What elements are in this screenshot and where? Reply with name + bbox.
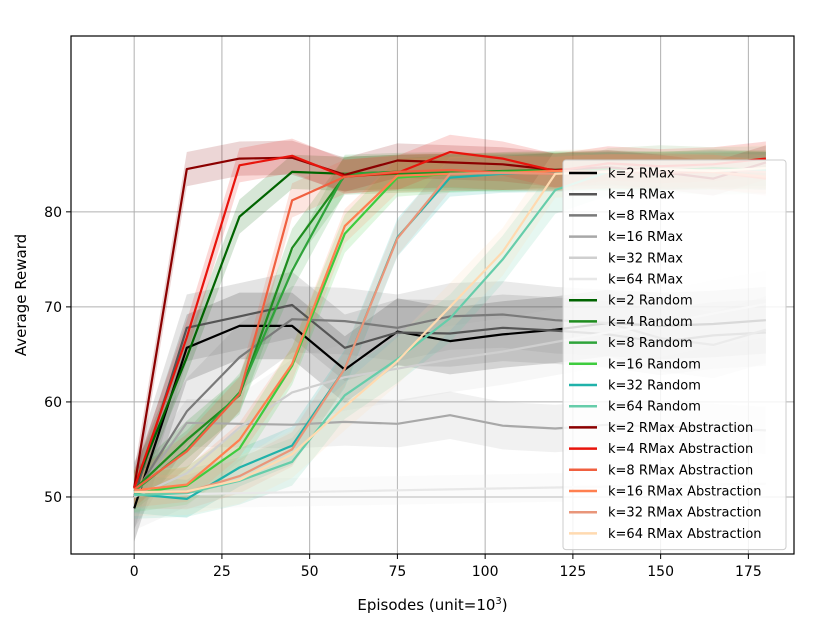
- x-tick-label: 100: [472, 564, 499, 580]
- band-k-4-random: [134, 149, 766, 509]
- legend-label: k=64 Random: [608, 400, 701, 415]
- legend-label: k=32 Random: [608, 379, 701, 394]
- legend-label: k=2 Random: [608, 294, 693, 309]
- legend: k=2 RMax k=4 RMax k=8 RMax k=16 RMax k=32 RM…: [562, 159, 787, 551]
- legend-label: k=64 RMax: [608, 273, 683, 288]
- legend-label: k=8 Random: [608, 336, 693, 351]
- legend-label: k=4 RMax: [608, 188, 675, 203]
- legend-label: k=8 RMax: [608, 209, 675, 224]
- ticks: 0 25 50 75 100 125 150 175 50 60 70 80: [44, 205, 762, 580]
- legend-label: k=64 RMax Abstraction: [608, 527, 762, 542]
- x-tick-label: 50: [301, 564, 319, 580]
- legend-label: k=2 RMax: [608, 167, 675, 182]
- legend-label: k=4 RMax Abstraction: [608, 442, 753, 457]
- legend-label: k=16 RMax: [608, 230, 683, 245]
- band-k-64-random: [134, 145, 766, 519]
- y-tick-label: 60: [44, 395, 62, 411]
- x-tick-label: 125: [560, 564, 587, 580]
- legend-label: k=4 Random: [608, 315, 693, 330]
- x-tick-label: 175: [735, 564, 762, 580]
- legend-label: k=16 Random: [608, 357, 701, 372]
- axes-frame: [70, 35, 795, 555]
- x-tick-label: 25: [213, 564, 231, 580]
- x-axis-label-suffix: ): [502, 596, 508, 614]
- band-k-64-rmax-abstraction: [134, 144, 766, 516]
- legend-label: k=32 RMax: [608, 251, 683, 266]
- legend-label: k=8 RMax Abstraction: [608, 463, 753, 478]
- x-tick-label: 75: [388, 564, 406, 580]
- y-axis-label: Average Reward: [12, 234, 30, 356]
- band-k-32-rmax-abstraction: [134, 152, 766, 510]
- x-axis-label: Episodes (unit=103): [357, 596, 507, 614]
- legend-label: k=2 RMax Abstraction: [608, 421, 753, 436]
- legend-label: k=16 RMax Abstraction: [608, 485, 762, 500]
- x-axis-label-main: Episodes (unit=10: [357, 596, 495, 614]
- y-tick-label: 70: [44, 300, 62, 316]
- x-tick-label: 150: [647, 564, 674, 580]
- legend-box: [562, 159, 787, 551]
- y-tick-label: 80: [44, 205, 62, 221]
- legend-label: k=32 RMax Abstraction: [608, 506, 762, 521]
- x-tick-label: 0: [130, 564, 139, 580]
- x-axis-label-superscript: 3: [495, 596, 501, 607]
- y-tick-label: 50: [44, 490, 62, 506]
